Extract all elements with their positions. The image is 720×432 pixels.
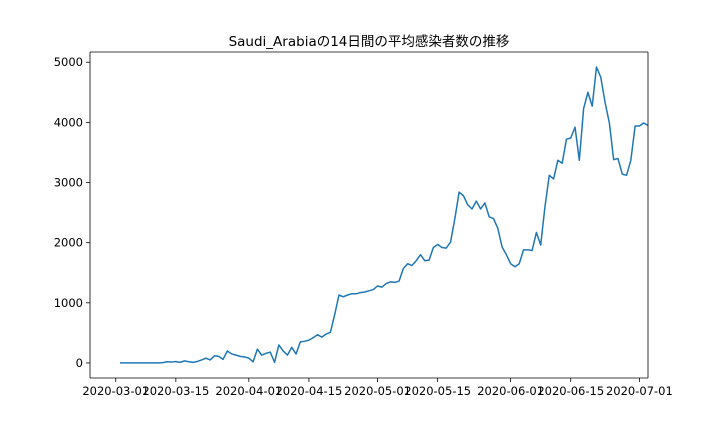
x-tick-label: 2020-03-01 <box>82 384 149 398</box>
plot-area <box>90 52 648 378</box>
x-tick-label: 2020-03-15 <box>142 384 209 398</box>
chart-title: Saudi_Arabiaの14日間の平均感染者数の推移 <box>229 33 510 50</box>
x-tick-label: 2020-05-01 <box>344 384 411 398</box>
y-tick-label: 4000 <box>54 115 83 129</box>
x-tick-label: 2020-06-01 <box>477 384 544 398</box>
y-tick-label: 5000 <box>54 55 83 69</box>
x-tick-label: 2020-06-15 <box>537 384 604 398</box>
x-tick-label: 2020-04-15 <box>275 384 342 398</box>
x-tick-label: 2020-05-15 <box>404 384 471 398</box>
y-tick-label: 0 <box>76 356 83 370</box>
y-tick-label: 1000 <box>54 296 83 310</box>
x-tick-label: 2020-04-01 <box>215 384 282 398</box>
y-tick-label: 3000 <box>54 176 83 190</box>
x-tick-label: 2020-07-01 <box>606 384 673 398</box>
y-tick-label: 2000 <box>54 236 83 250</box>
